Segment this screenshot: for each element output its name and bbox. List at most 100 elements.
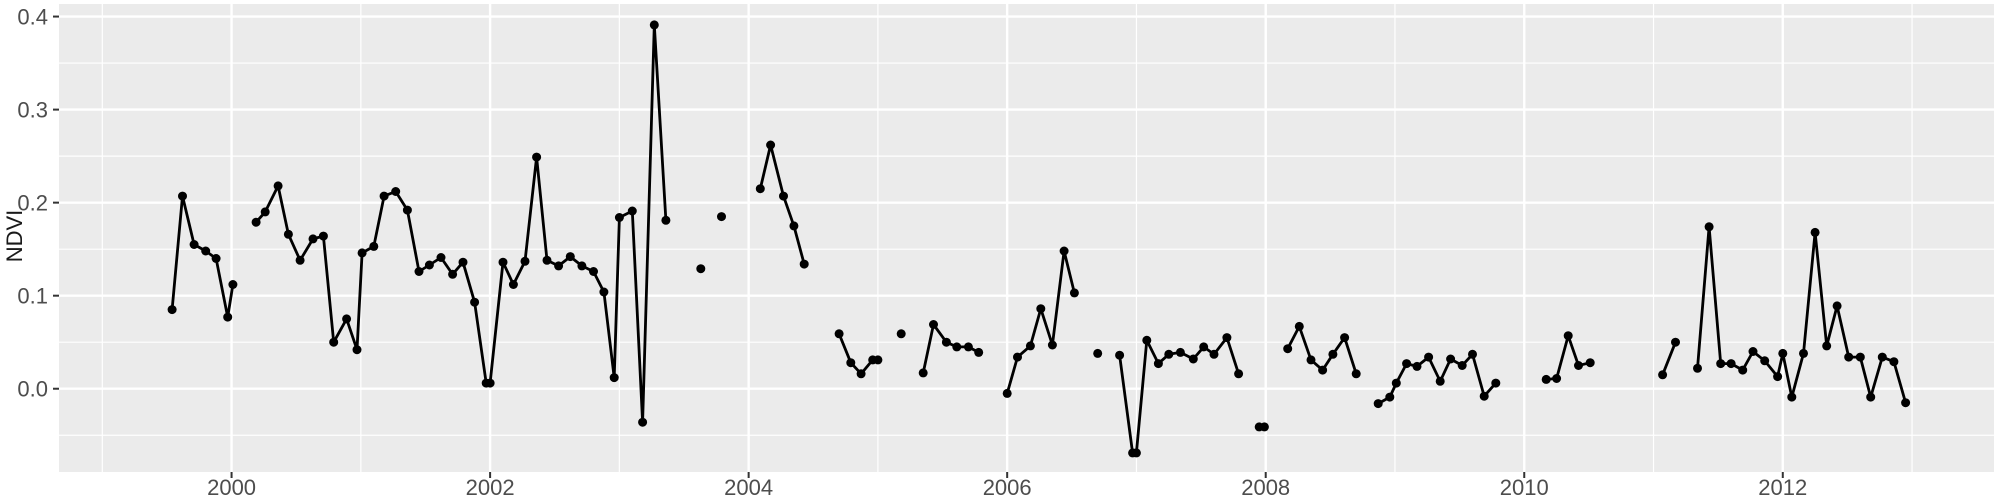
label-layer: 2000 2002 2004 2006 2008 2010 2012 0.0 0.1 0.2 0.3… — [17, 5, 1807, 500]
ndvi-data-point — [1391, 378, 1401, 388]
ndvi-data-point — [424, 260, 434, 270]
x-tick-label: 2004 — [724, 475, 773, 500]
ndvi-data-point — [1093, 348, 1103, 358]
ndvi-data-point — [1013, 352, 1022, 362]
x-tick-label: 2002 — [466, 475, 515, 500]
ndvi-data-point — [918, 368, 928, 378]
ndvi-data-point — [1340, 333, 1350, 343]
ndvi-data-point — [223, 312, 233, 322]
grid-layer — [59, 4, 1994, 472]
ndvi-data-point — [1402, 359, 1412, 369]
y-tick-label: 0.4 — [17, 5, 48, 30]
ndvi-data-point — [1283, 344, 1293, 354]
ndvi-data-point — [402, 205, 412, 215]
ndvi-data-point — [766, 140, 776, 150]
ndvi-data-point — [614, 213, 624, 222]
ndvi-data-point — [1866, 392, 1876, 402]
ndvi-data-point — [799, 259, 809, 269]
ndvi-data-point — [1199, 342, 1209, 352]
ndvi-data-point — [1552, 374, 1562, 383]
ndvi-data-point — [1025, 341, 1035, 351]
ndvi-data-point — [1385, 392, 1395, 402]
ndvi-data-point — [308, 234, 318, 244]
ndvi-data-point — [1585, 358, 1595, 368]
ndvi-data-point — [1175, 347, 1185, 357]
ndvi-data-point — [856, 369, 866, 379]
ndvi-data-point — [963, 342, 973, 352]
ndvi-data-point — [1799, 348, 1808, 358]
ndvi-data-point — [1142, 335, 1152, 345]
ndvi-data-point — [520, 256, 530, 266]
ndvi-data-point — [1468, 349, 1477, 359]
ndvi-data-point — [1234, 369, 1244, 379]
ndvi-data-point — [609, 373, 619, 383]
ndvi-data-point — [485, 378, 495, 388]
ndvi-data-point — [1259, 422, 1269, 432]
ndvi-data-point — [1328, 349, 1338, 359]
y-tick-label: 0.2 — [17, 191, 48, 216]
ndvi-data-point — [1209, 349, 1219, 359]
ndvi-data-point — [260, 207, 270, 217]
ndvi-data-point — [1222, 333, 1232, 343]
ndvi-data-point — [470, 297, 480, 307]
ndvi-data-point — [974, 347, 984, 357]
y-tick-label: 0.1 — [17, 284, 48, 309]
ndvi-data-point — [952, 342, 962, 352]
ndvi-data-point — [414, 267, 424, 276]
ndvi-data-point — [1115, 350, 1125, 360]
ndvi-data-point — [755, 184, 765, 194]
ndvi-data-point — [1318, 365, 1328, 375]
ndvi-data-point — [342, 314, 352, 324]
ndvi-data-point — [1738, 365, 1748, 375]
ndvi-data-point — [532, 152, 542, 162]
ndvi-data-point — [201, 246, 211, 256]
ndvi-data-point — [896, 329, 906, 339]
ndvi-data-point — [649, 20, 659, 30]
ndvi-data-point — [329, 337, 339, 347]
x-tick-label: 2006 — [983, 475, 1032, 500]
ndvi-data-point — [273, 181, 283, 191]
ndvi-data-point — [357, 248, 367, 258]
ndvi-data-point — [1002, 388, 1012, 398]
ndvi-data-point — [211, 254, 221, 263]
ndvi-data-point — [1069, 288, 1079, 298]
ndvi-data-point — [638, 417, 648, 427]
ndvi-data-point — [369, 241, 379, 251]
ndvi-data-point — [577, 261, 587, 271]
ndvi-data-point — [661, 215, 671, 225]
ndvi-data-point — [1164, 349, 1174, 359]
ndvi-data-point — [508, 280, 518, 289]
x-tick-label: 2008 — [1241, 475, 1290, 500]
ndvi-data-point — [1844, 352, 1854, 362]
ndvi-data-point — [1822, 341, 1832, 351]
ndvi-data-point — [1574, 361, 1583, 370]
ndvi-data-point — [1541, 374, 1551, 384]
ndvi-data-point — [448, 269, 458, 279]
ndvi-data-point — [1306, 355, 1316, 365]
ndvi-data-point — [1188, 354, 1198, 364]
ndvi-data-point — [1773, 372, 1783, 382]
ndvi-data-point — [167, 305, 177, 315]
ndvi-data-point — [189, 240, 199, 249]
ndvi-data-point — [1563, 331, 1573, 341]
ndvi-data-point — [941, 337, 951, 347]
ndvi-data-point — [1832, 301, 1842, 311]
ndvi-data-point — [1479, 391, 1489, 401]
ndvi-data-point — [929, 320, 938, 329]
ndvi-data-point — [1047, 340, 1057, 350]
ndvi-data-point — [565, 252, 575, 262]
ndvi-line-segment — [1661, 340, 1677, 377]
ndvi-data-point — [1704, 222, 1714, 232]
ndvi-data-point — [391, 187, 401, 196]
y-tick-label: 0.3 — [17, 98, 48, 123]
ndvi-data-point — [498, 257, 508, 267]
ndvi-data-point — [873, 355, 883, 365]
ndvi-data-point — [1412, 361, 1422, 371]
ndvi-data-point — [318, 231, 328, 241]
ndvi-data-point — [627, 206, 637, 216]
ndvi-data-point — [228, 280, 238, 289]
ndvi-data-point — [846, 358, 856, 368]
ndvi-data-point — [1294, 321, 1304, 331]
ndvi-data-point — [789, 221, 799, 231]
